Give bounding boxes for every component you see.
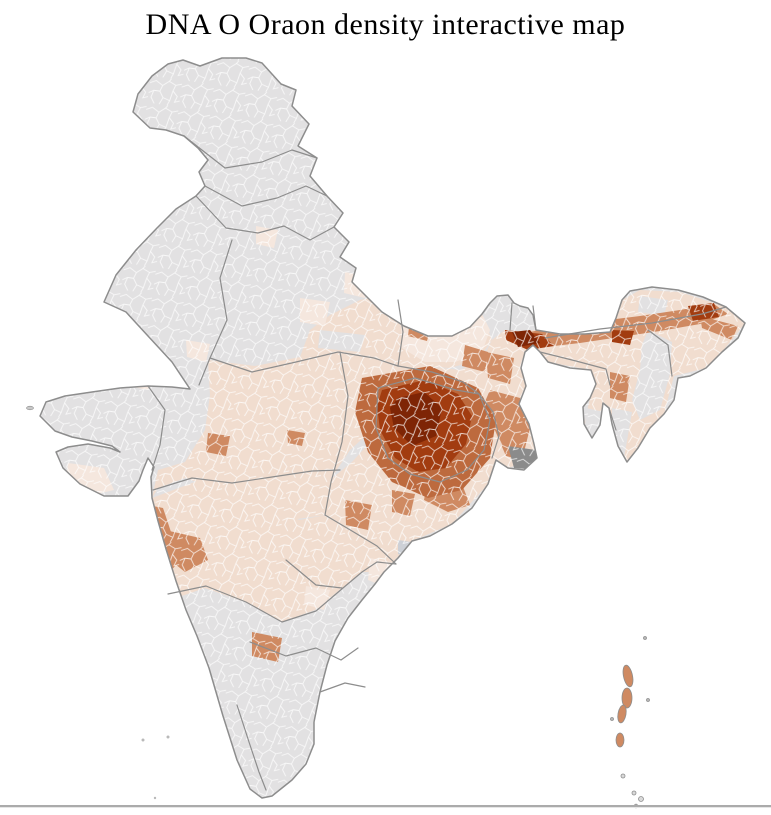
lakshadweep-islets bbox=[26, 405, 170, 800]
state-borders bbox=[147, 135, 727, 791]
bottom-separator bbox=[0, 805, 771, 808]
andaman-nicobar-islands bbox=[610, 636, 650, 809]
page-title: DNA O Oraon density interactive map bbox=[145, 8, 626, 41]
